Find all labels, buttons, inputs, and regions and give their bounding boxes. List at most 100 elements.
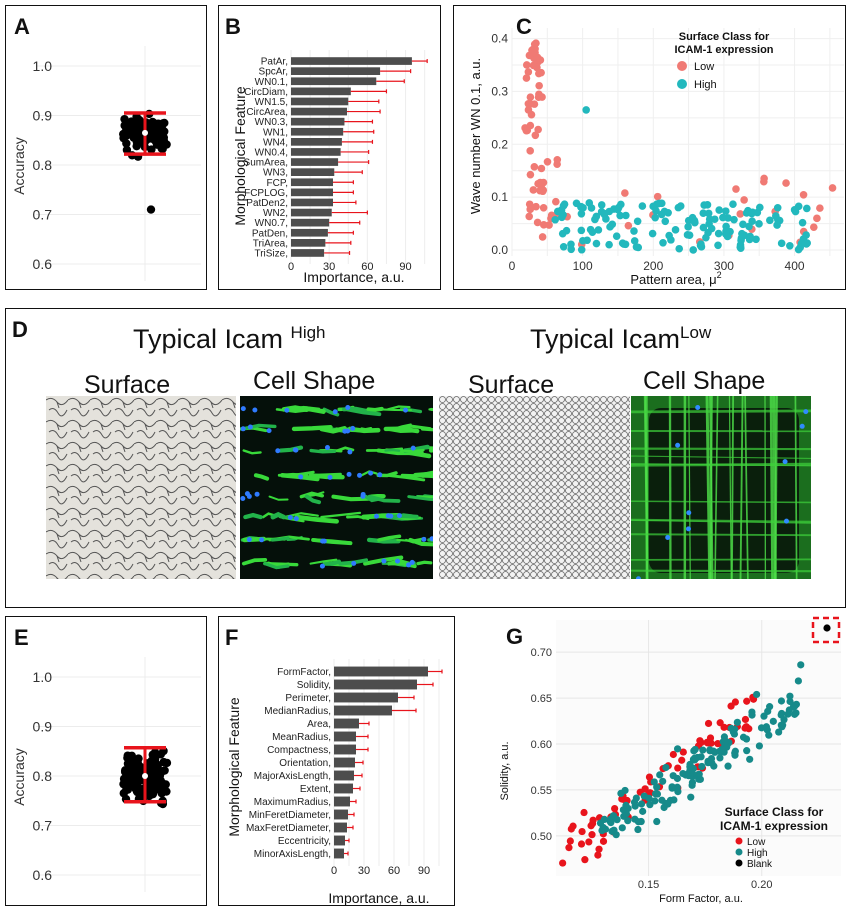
c-point-low xyxy=(813,214,821,223)
c-point-high xyxy=(582,106,590,114)
cell-nucleus xyxy=(803,409,809,415)
f-xtick: 0 xyxy=(331,865,337,877)
cell-nucleus xyxy=(332,409,338,415)
cell-fibre xyxy=(728,396,732,579)
g-point-high xyxy=(704,759,712,767)
g-point-high xyxy=(765,731,773,739)
cell-nucleus xyxy=(347,449,353,455)
g-point-high xyxy=(722,737,730,745)
c-point-high xyxy=(714,229,723,238)
f-bar xyxy=(334,731,356,742)
cell-nucleus xyxy=(287,514,293,520)
c-point-low xyxy=(526,205,535,214)
e-point xyxy=(123,771,133,780)
b-bar xyxy=(291,87,351,96)
c-point-low xyxy=(535,81,543,90)
g-xtick: 0.15 xyxy=(638,879,659,891)
e-point xyxy=(162,758,172,768)
c-ytick: 0.2 xyxy=(491,137,508,151)
c-point-high xyxy=(588,228,597,236)
cell-fibre xyxy=(709,396,713,579)
g-ytick: 0.70 xyxy=(531,647,552,659)
a-point xyxy=(160,127,169,136)
b-feature-label: TriArea, xyxy=(253,238,288,249)
f-xtick: 90 xyxy=(418,865,430,877)
d-title-high: Typical Icam High xyxy=(133,323,326,354)
cell-nucleus xyxy=(783,518,789,524)
c-point-high xyxy=(683,231,692,239)
e-ytick: 0.7 xyxy=(33,818,53,834)
g-point-high xyxy=(639,807,647,815)
cell-fibre xyxy=(631,519,811,524)
cell-nucleus xyxy=(284,407,290,413)
cell-nucleus xyxy=(346,471,352,477)
panel-a-label: A xyxy=(14,14,30,39)
e-mean-point xyxy=(142,773,148,779)
e-point xyxy=(150,756,160,765)
cell-nucleus xyxy=(782,459,788,465)
e-point xyxy=(122,782,131,791)
g-point-high xyxy=(651,790,660,798)
cell-fibre xyxy=(688,396,691,579)
c-point-low xyxy=(740,196,748,204)
g-point-high xyxy=(718,745,726,754)
f-feature-label: MinFeretDiameter, xyxy=(249,810,331,821)
c-point-high xyxy=(702,233,710,242)
f-bar xyxy=(334,848,344,859)
a-point xyxy=(145,120,154,129)
b-feature-label: WN0.1, xyxy=(255,77,288,88)
c-point-high xyxy=(587,204,596,212)
c-point-low xyxy=(530,163,539,171)
cell-nucleus xyxy=(240,495,246,501)
g-point-high xyxy=(668,784,676,792)
b-feature-label: WN2, xyxy=(263,208,288,219)
c-point-high xyxy=(613,205,622,214)
f-bar xyxy=(334,666,428,677)
cell-nucleus xyxy=(421,536,427,542)
c-point-high xyxy=(622,211,630,220)
c-point-high xyxy=(745,235,754,244)
c-point-high xyxy=(664,208,672,217)
g-point-high xyxy=(637,800,646,808)
f-feature-label: Compactness, xyxy=(267,745,331,756)
e-point xyxy=(123,753,132,763)
panel-c: 0 100 200 300 400 0.0 0.1 0.2 0.3 0.4 Wave number… xyxy=(453,5,846,290)
c-point-low xyxy=(624,221,633,230)
cell-fibre xyxy=(360,427,377,432)
g-point-high xyxy=(794,677,802,685)
cell-nucleus xyxy=(240,426,246,432)
c-point-high xyxy=(551,215,559,224)
g-point-high xyxy=(755,742,763,750)
c-point-high xyxy=(633,217,642,226)
g-xlabel: Form Factor, a.u. xyxy=(659,893,743,905)
f-feature-label: Perimeter, xyxy=(285,693,331,704)
g-legend-title-1: Surface Class for xyxy=(725,805,824,819)
cell-nucleus xyxy=(240,406,246,412)
cell-nucleus xyxy=(388,513,394,519)
cell-fibre xyxy=(631,569,811,573)
c-point-low xyxy=(653,192,662,201)
cell-nucleus xyxy=(403,407,409,413)
c-point-low xyxy=(760,174,768,183)
f-feature-label: MaxFeretDiameter, xyxy=(246,823,331,834)
cell-fibre xyxy=(631,455,811,459)
g-legend-low: Low xyxy=(747,837,766,848)
b-bar xyxy=(291,198,333,207)
g-point-low xyxy=(578,827,586,836)
cell-fibre xyxy=(366,537,401,544)
cell-nucleus xyxy=(342,428,348,434)
c-xtick: 0 xyxy=(509,259,516,273)
g-point-low xyxy=(743,697,751,705)
c-point-low xyxy=(533,218,542,227)
c-point-low xyxy=(535,69,543,78)
g-point-high xyxy=(724,762,732,770)
f-bar xyxy=(334,770,354,781)
g-point-high xyxy=(698,762,706,771)
c-point-high xyxy=(748,208,757,217)
cell-fibre xyxy=(384,448,401,452)
e-point xyxy=(146,780,155,790)
c-point-high xyxy=(674,203,683,212)
g-point-low xyxy=(714,739,722,748)
c-point-high xyxy=(721,207,730,215)
cell-nucleus xyxy=(324,445,330,451)
